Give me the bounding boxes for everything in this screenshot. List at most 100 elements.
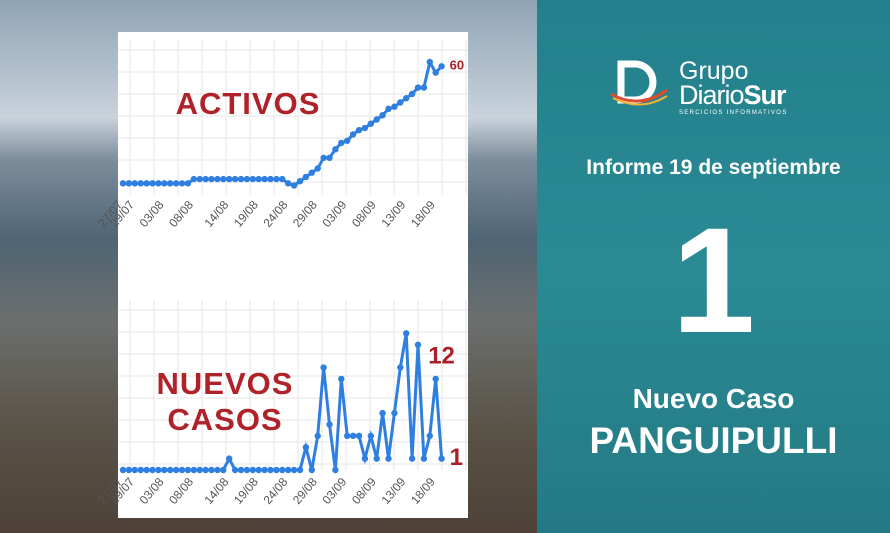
data-point bbox=[208, 466, 215, 474]
data-point bbox=[338, 375, 345, 383]
data-point bbox=[420, 455, 428, 462]
data-point bbox=[161, 466, 168, 474]
data-point bbox=[332, 466, 339, 474]
data-point bbox=[403, 330, 410, 337]
data-point bbox=[178, 466, 186, 474]
report-place: PANGUIPULLI bbox=[589, 420, 838, 461]
info-panel: Grupo DiarioSur SERCICIOS INFORMATIVOS I… bbox=[537, 0, 890, 533]
data-point bbox=[379, 112, 386, 119]
data-point bbox=[220, 175, 227, 183]
data-point bbox=[255, 175, 262, 183]
data-point bbox=[290, 466, 298, 474]
data-point bbox=[125, 466, 133, 474]
data-point bbox=[308, 466, 315, 474]
data-point bbox=[296, 178, 304, 185]
data-point bbox=[237, 466, 245, 474]
data-point bbox=[137, 180, 144, 187]
data-point bbox=[367, 120, 374, 127]
chart-title: ACTIVOS bbox=[175, 86, 321, 121]
report-count: 1 bbox=[671, 196, 756, 364]
data-point bbox=[332, 146, 339, 153]
data-point bbox=[344, 432, 351, 440]
data-point bbox=[261, 466, 268, 474]
data-point bbox=[149, 466, 156, 474]
data-point bbox=[237, 175, 245, 183]
data-point bbox=[391, 103, 398, 110]
data-point bbox=[137, 466, 144, 474]
logo-line1: Grupo bbox=[679, 57, 749, 85]
data-point bbox=[249, 175, 256, 183]
data-point bbox=[184, 466, 192, 474]
chart-title: NUEVOS CASOS bbox=[156, 366, 294, 437]
data-point bbox=[208, 175, 215, 183]
data-point bbox=[125, 180, 133, 187]
data-point bbox=[167, 180, 174, 187]
data-point bbox=[261, 175, 268, 183]
logo-icon bbox=[610, 60, 668, 106]
data-point bbox=[149, 180, 156, 187]
data-point bbox=[143, 180, 150, 187]
data-point bbox=[420, 84, 428, 91]
data-point bbox=[432, 375, 439, 383]
data-point bbox=[379, 409, 386, 417]
data-point bbox=[326, 421, 333, 428]
data-point bbox=[279, 466, 286, 474]
data-point bbox=[320, 154, 327, 162]
data-point bbox=[408, 455, 416, 462]
report-date: Informe 19 de septiembre bbox=[586, 156, 841, 179]
report-label: Nuevo Caso bbox=[632, 383, 795, 414]
logo-word: Sur bbox=[743, 80, 787, 110]
data-point bbox=[119, 180, 127, 187]
data-point bbox=[202, 175, 209, 183]
data-point bbox=[196, 466, 203, 474]
data-point bbox=[131, 180, 138, 187]
data-point bbox=[285, 466, 292, 474]
logo-word: Diario bbox=[679, 80, 745, 110]
data-point bbox=[119, 466, 127, 474]
data-point bbox=[243, 466, 251, 474]
data-point bbox=[273, 175, 280, 183]
data-point bbox=[349, 131, 357, 138]
data-point bbox=[267, 466, 274, 474]
data-point bbox=[397, 364, 404, 371]
data-point bbox=[438, 63, 445, 70]
data-point bbox=[131, 466, 138, 474]
data-point bbox=[220, 466, 227, 474]
data-point bbox=[438, 455, 445, 462]
data-point bbox=[196, 175, 203, 183]
data-point bbox=[367, 432, 374, 440]
data-point bbox=[155, 180, 162, 187]
data-point bbox=[326, 154, 333, 162]
data-point bbox=[226, 455, 233, 462]
data-point bbox=[290, 182, 298, 189]
data-point bbox=[308, 169, 315, 176]
data-point bbox=[385, 455, 392, 462]
data-point bbox=[426, 58, 433, 66]
data-point bbox=[279, 175, 286, 183]
data-point bbox=[314, 165, 321, 172]
data-label: 60 bbox=[450, 58, 464, 73]
data-point bbox=[373, 455, 380, 462]
data-point bbox=[178, 180, 186, 187]
data-label: 12 bbox=[428, 343, 455, 370]
data-point bbox=[155, 466, 162, 474]
data-point bbox=[349, 432, 357, 440]
data-point bbox=[184, 180, 192, 187]
data-point bbox=[397, 99, 404, 106]
data-point bbox=[361, 455, 369, 462]
data-point bbox=[302, 444, 310, 451]
data-point bbox=[226, 175, 233, 183]
data-point bbox=[391, 409, 398, 417]
data-point bbox=[214, 175, 221, 183]
data-point bbox=[373, 116, 380, 123]
data-point bbox=[231, 466, 239, 474]
data-point bbox=[414, 84, 422, 91]
data-point bbox=[296, 466, 304, 474]
data-point bbox=[355, 432, 363, 440]
logo-tagline: SERCICIOS INFORMATIVOS bbox=[679, 110, 788, 116]
data-point bbox=[202, 466, 209, 474]
data-point bbox=[355, 126, 363, 134]
data-label: 1 bbox=[450, 444, 463, 471]
